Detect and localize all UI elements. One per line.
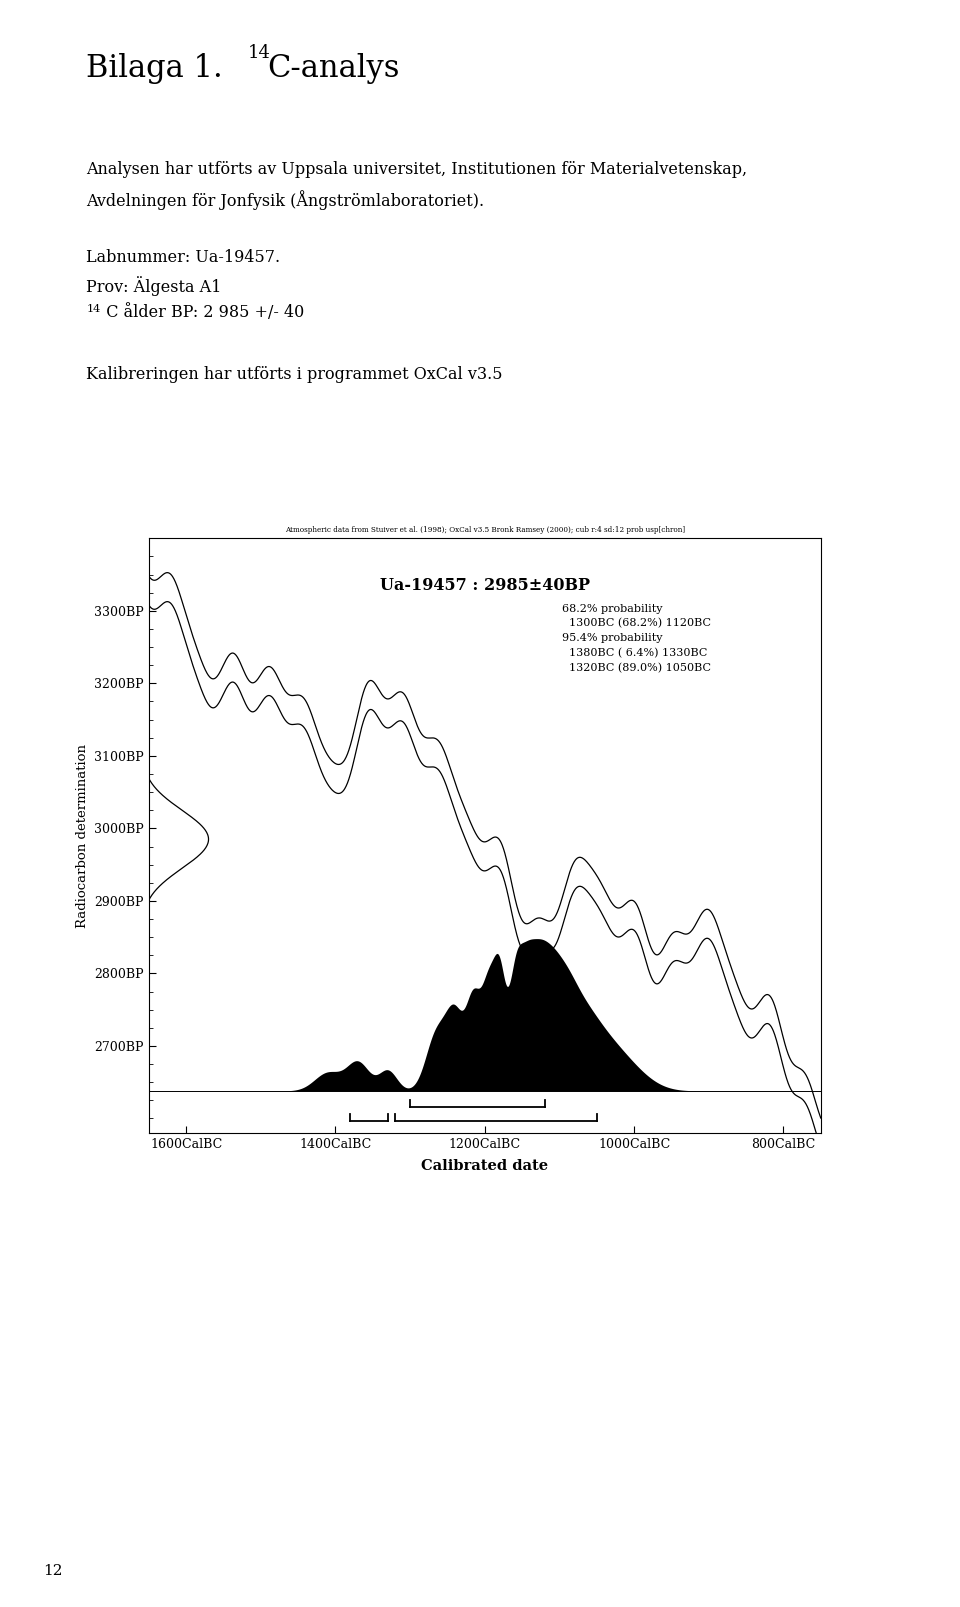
Text: C-analys: C-analys [267, 53, 399, 84]
Text: Atmospheric data from Stuiver et al. (1998); OxCal v3.5 Bronk Ramsey (2000); cub: Atmospheric data from Stuiver et al. (19… [285, 525, 684, 534]
Text: 14: 14 [86, 304, 101, 313]
Text: 14: 14 [248, 43, 271, 61]
Text: Kalibreringen har utförts i programmet OxCal v3.5: Kalibreringen har utförts i programmet O… [86, 366, 503, 384]
Text: Prov: Älgesta A1: Prov: Älgesta A1 [86, 276, 222, 296]
Text: 12: 12 [43, 1564, 62, 1578]
Text: Ua-19457 : 2985±40BP: Ua-19457 : 2985±40BP [380, 577, 589, 595]
X-axis label: Calibrated date: Calibrated date [421, 1159, 548, 1173]
Text: Labnummer: Ua-19457.: Labnummer: Ua-19457. [86, 249, 280, 267]
Text: C ålder BP: 2 985 +/- 40: C ålder BP: 2 985 +/- 40 [96, 304, 304, 321]
Y-axis label: Radiocarbon determination: Radiocarbon determination [76, 744, 88, 927]
Text: 68.2% probability
  1300BC (68.2%) 1120BC
95.4% probability
  1380BC ( 6.4%) 133: 68.2% probability 1300BC (68.2%) 1120BC … [562, 604, 711, 673]
Text: Avdelningen för Jonfysik (Ångströmlaboratoriet).: Avdelningen för Jonfysik (Ångströmlabora… [86, 190, 485, 209]
Text: Bilaga 1.: Bilaga 1. [86, 53, 233, 84]
Text: Analysen har utförts av Uppsala universitet, Institutionen för Materialvetenskap: Analysen har utförts av Uppsala universi… [86, 161, 748, 178]
